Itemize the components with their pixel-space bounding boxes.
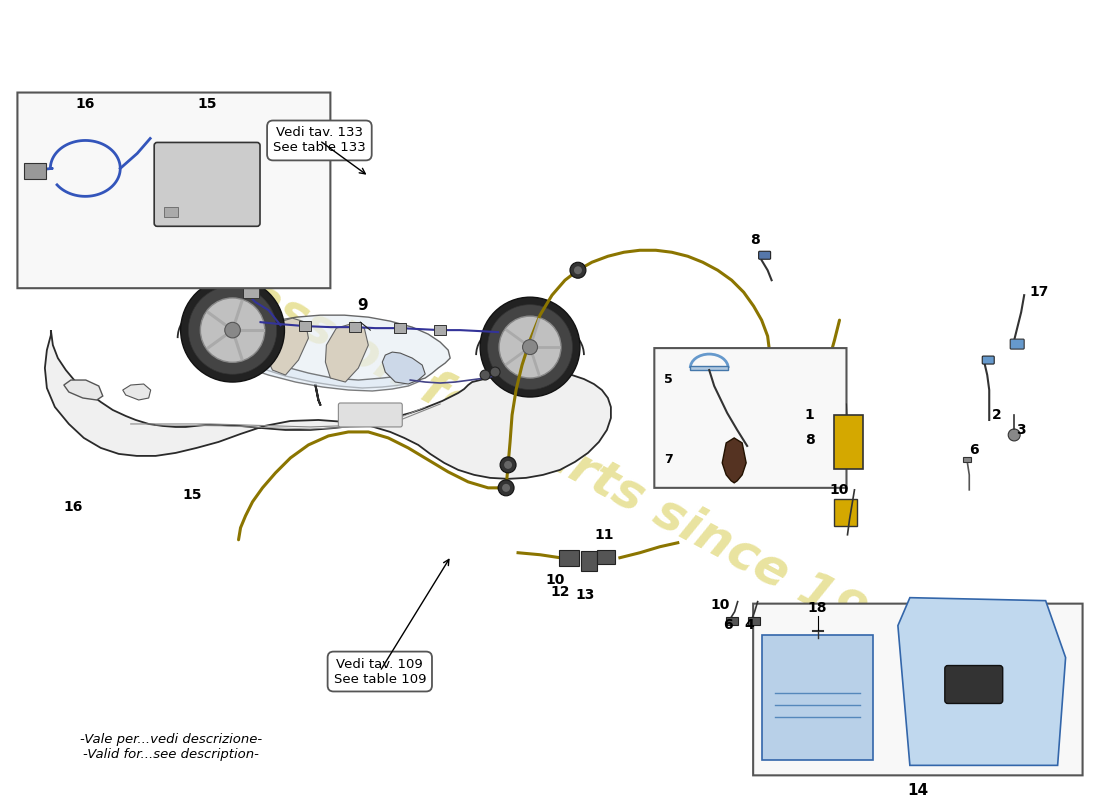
- FancyBboxPatch shape: [242, 286, 258, 298]
- Text: 15: 15: [197, 97, 217, 110]
- FancyBboxPatch shape: [945, 666, 1003, 703]
- Text: 6: 6: [723, 618, 733, 632]
- FancyBboxPatch shape: [24, 163, 46, 179]
- Circle shape: [491, 367, 501, 377]
- Polygon shape: [123, 384, 151, 400]
- FancyBboxPatch shape: [754, 604, 1082, 775]
- Polygon shape: [723, 438, 746, 483]
- Text: 5: 5: [664, 373, 673, 386]
- FancyBboxPatch shape: [759, 251, 771, 259]
- Text: 10: 10: [546, 573, 564, 586]
- Text: 10: 10: [710, 598, 729, 612]
- FancyBboxPatch shape: [748, 617, 760, 625]
- Text: 18: 18: [807, 601, 827, 614]
- Text: 6: 6: [969, 443, 979, 457]
- Text: Vedi tav. 109
See table 109: Vedi tav. 109 See table 109: [333, 658, 426, 686]
- FancyBboxPatch shape: [654, 348, 847, 488]
- Circle shape: [480, 297, 580, 397]
- Text: 11: 11: [594, 528, 614, 542]
- Text: 17: 17: [1030, 285, 1048, 299]
- FancyBboxPatch shape: [559, 550, 579, 566]
- Circle shape: [522, 340, 538, 354]
- FancyBboxPatch shape: [18, 93, 330, 288]
- Text: 10: 10: [829, 483, 849, 497]
- Circle shape: [487, 305, 572, 390]
- FancyBboxPatch shape: [164, 207, 178, 218]
- Polygon shape: [265, 318, 308, 375]
- Text: 16: 16: [63, 500, 82, 514]
- Polygon shape: [64, 380, 102, 400]
- FancyBboxPatch shape: [834, 415, 864, 469]
- FancyBboxPatch shape: [350, 322, 361, 332]
- FancyBboxPatch shape: [581, 550, 597, 570]
- Circle shape: [498, 480, 514, 496]
- Text: 13: 13: [575, 588, 595, 602]
- Circle shape: [480, 370, 491, 380]
- Circle shape: [574, 266, 582, 274]
- Text: passion for parts since 1985: passion for parts since 1985: [208, 255, 936, 673]
- Text: -Vale per...vedi descrizione-
-Valid for...see description-: -Vale per...vedi descrizione- -Valid for…: [80, 734, 262, 762]
- Text: 9: 9: [358, 298, 367, 313]
- Text: 14: 14: [908, 783, 928, 798]
- Polygon shape: [326, 324, 368, 382]
- Polygon shape: [206, 335, 420, 391]
- Text: 3: 3: [1016, 423, 1026, 437]
- FancyBboxPatch shape: [597, 550, 615, 564]
- Polygon shape: [898, 598, 1066, 766]
- Polygon shape: [200, 315, 450, 388]
- FancyBboxPatch shape: [1010, 339, 1024, 349]
- Text: 12: 12: [550, 585, 570, 598]
- Circle shape: [200, 298, 265, 362]
- Circle shape: [1009, 429, 1020, 441]
- Circle shape: [570, 262, 586, 278]
- Circle shape: [224, 322, 240, 338]
- FancyBboxPatch shape: [982, 356, 994, 364]
- FancyBboxPatch shape: [726, 617, 738, 625]
- Text: 4: 4: [745, 618, 755, 632]
- Circle shape: [504, 461, 513, 469]
- Text: Vedi tav. 133
See table 133: Vedi tav. 133 See table 133: [273, 126, 366, 154]
- FancyBboxPatch shape: [154, 142, 260, 226]
- FancyBboxPatch shape: [339, 403, 403, 427]
- FancyBboxPatch shape: [394, 323, 406, 333]
- Polygon shape: [45, 330, 610, 479]
- FancyBboxPatch shape: [691, 366, 728, 370]
- Polygon shape: [383, 352, 426, 384]
- Circle shape: [500, 457, 516, 473]
- Text: 15: 15: [183, 488, 202, 502]
- FancyBboxPatch shape: [762, 634, 873, 760]
- FancyBboxPatch shape: [299, 321, 311, 331]
- Text: 16: 16: [76, 97, 95, 110]
- Circle shape: [499, 316, 561, 378]
- Text: 1: 1: [805, 408, 814, 422]
- Circle shape: [188, 286, 277, 374]
- FancyBboxPatch shape: [964, 457, 971, 462]
- Text: 8: 8: [750, 234, 759, 247]
- Text: 8: 8: [805, 433, 814, 447]
- Text: 7: 7: [664, 453, 673, 466]
- FancyBboxPatch shape: [834, 499, 858, 526]
- Circle shape: [180, 278, 285, 382]
- Circle shape: [502, 484, 510, 492]
- Text: 2: 2: [992, 408, 1002, 422]
- FancyBboxPatch shape: [434, 325, 447, 335]
